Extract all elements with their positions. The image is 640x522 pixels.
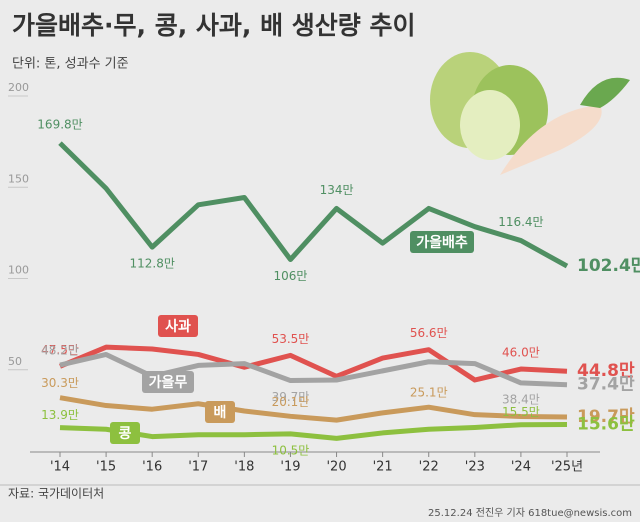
legend-label: 사과 [165, 319, 191, 335]
data-label: 30.3만 [41, 376, 79, 390]
chart-subtitle: 단위: 톤, 성과수 기준 [12, 57, 129, 72]
chart-title: 가을배추·무, 콩, 사과, 배 생산량 추이 [12, 11, 416, 40]
data-label: 38.4만 [502, 392, 540, 406]
data-label: 56.6만 [410, 326, 448, 340]
series-line [59, 395, 568, 423]
data-label: 10.5만 [272, 443, 310, 457]
data-label: 20.1만 [272, 395, 310, 409]
data-label: 44.8만 [577, 361, 635, 381]
data-label: 106만 [273, 269, 307, 283]
data-label: 48.2만 [41, 344, 79, 358]
data-label: 116.4만 [498, 215, 543, 229]
series-name-box [205, 401, 235, 423]
credit: 25.12.24 전진우 기자 618tue@newsis.com [428, 507, 632, 519]
x-tick-label: '19 [280, 460, 300, 475]
x-tick-label: '14 [50, 460, 70, 475]
data-label: 39.7만 [272, 390, 310, 404]
y-tick-label: 150 [8, 172, 29, 185]
data-label: 25.1만 [410, 386, 448, 400]
y-tick-label: 100 [8, 264, 29, 277]
data-label: 19.7만 [577, 407, 635, 427]
series-line [58, 141, 569, 269]
data-label: 169.8만 [37, 118, 82, 132]
data-label: 37.4만 [577, 375, 635, 395]
series-name-box [110, 422, 140, 444]
data-label: 112.8만 [129, 257, 174, 271]
x-tick-label: '24 [511, 460, 531, 475]
legend-label: 가을무 [149, 375, 188, 391]
y-tick-label: 50 [8, 355, 22, 368]
x-tick-label: '22 [419, 460, 439, 475]
source: 자료: 국가데이터처 [8, 487, 104, 501]
data-label: 13.9만 [41, 408, 79, 422]
x-tick-label: '17 [188, 460, 208, 475]
x-tick-label: '16 [142, 460, 162, 475]
data-label: 102.4만 [577, 256, 640, 276]
legend-label: 배 [214, 405, 227, 421]
data-label: 15.5만 [502, 405, 540, 419]
series-line [59, 344, 568, 383]
series-line [59, 351, 568, 388]
series-name-box [410, 231, 474, 253]
x-tick-label: '23 [465, 460, 485, 475]
series-name-box [158, 315, 198, 337]
data-label: 46.0만 [502, 346, 540, 360]
x-tick-label: '18 [234, 460, 254, 475]
legend-label: 가을배추 [416, 235, 468, 251]
vegetable-illustration [430, 52, 630, 175]
x-tick-label: '20 [326, 460, 346, 475]
series-name-box [142, 371, 194, 393]
y-tick-label: 200 [8, 81, 29, 94]
legend-label: 콩 [119, 426, 132, 442]
data-label: 53.5만 [272, 332, 310, 346]
data-label: 15.6만 [577, 415, 635, 435]
x-tick-label: '25년 [551, 460, 583, 475]
x-tick-label: '15 [96, 460, 116, 475]
series-line [59, 422, 568, 441]
data-label: 47.5만 [41, 343, 79, 357]
x-tick-label: '21 [373, 460, 393, 475]
data-label: 134만 [320, 183, 354, 197]
